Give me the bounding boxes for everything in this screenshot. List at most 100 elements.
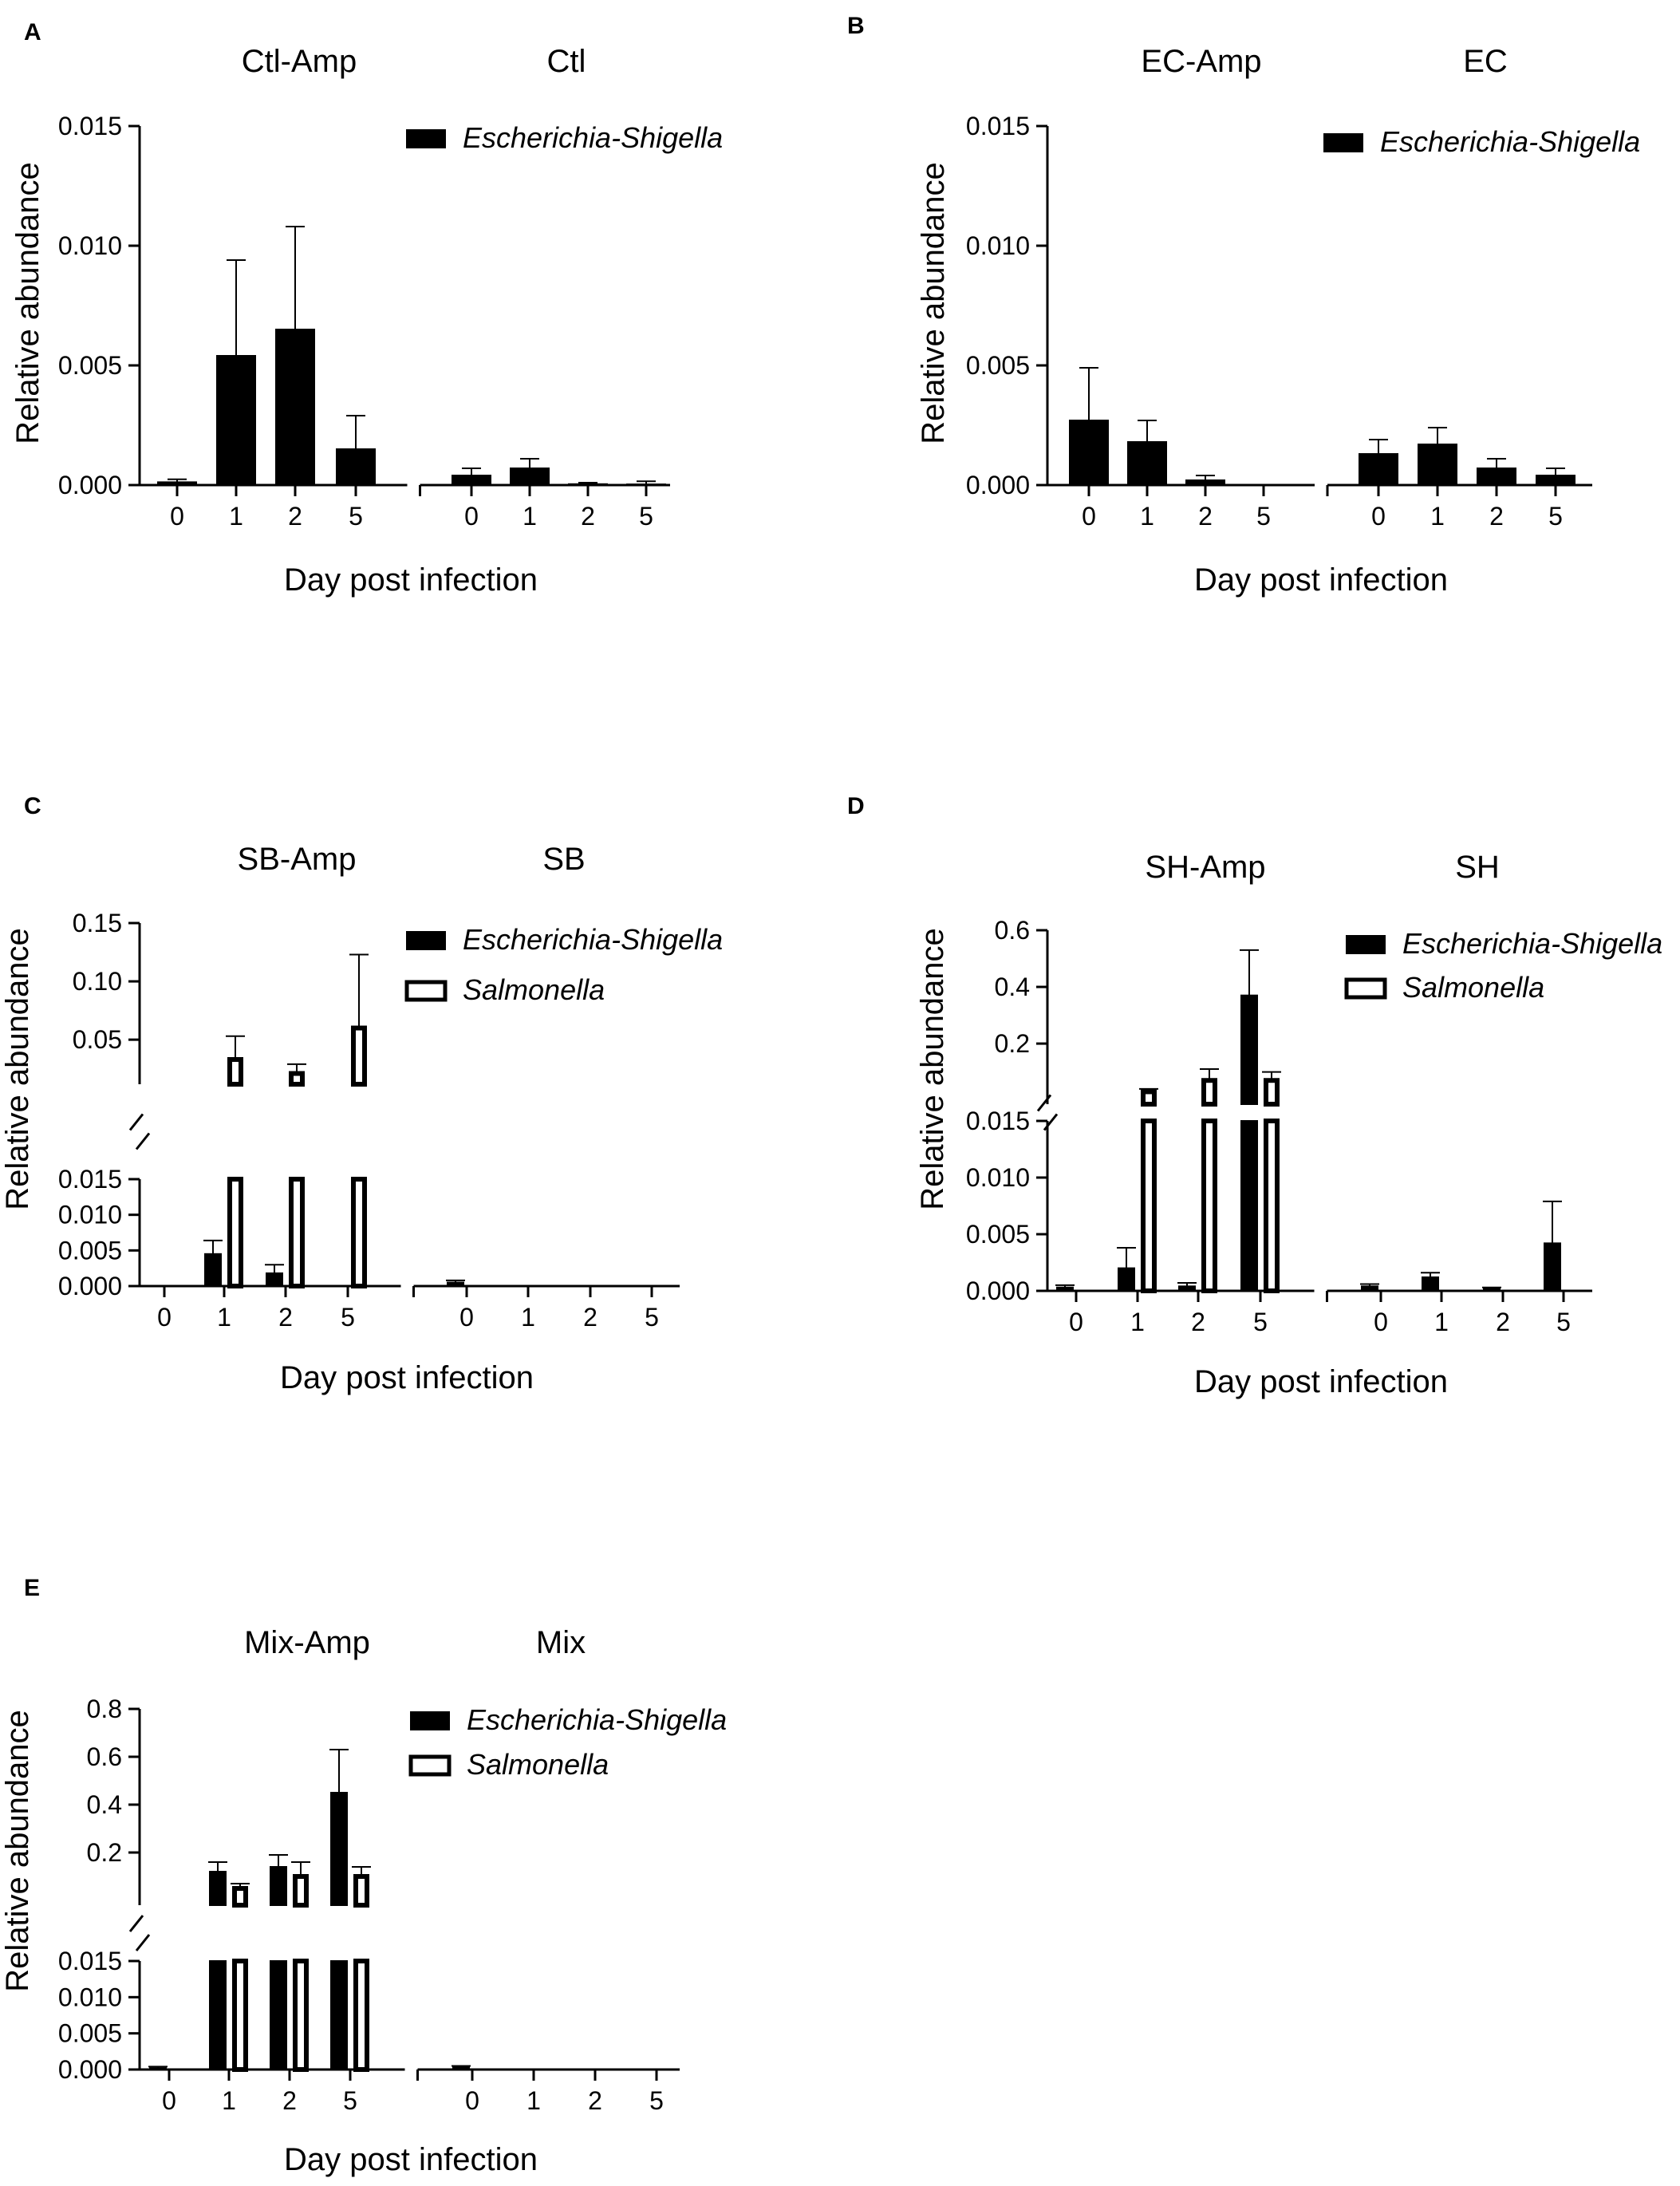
bar-salmonella-lower [351, 1177, 367, 1288]
bar-salmonella-upper [289, 1071, 305, 1087]
legend-label-escherichia-shigella: Escherichia-Shigella [463, 121, 723, 154]
axis-break-mark [135, 1132, 151, 1150]
group-label-mix-amp: Mix-Amp [244, 1625, 370, 1660]
y-axis-label: Relative abundance [10, 162, 45, 444]
y-tick-label: 0.010 [58, 231, 122, 260]
bar-escherichia-shigella [447, 1281, 464, 1287]
bar-salmonella-upper [227, 1057, 243, 1087]
y-tick-label: 0.000 [58, 2055, 122, 2084]
x-tick-label: 0 [1371, 502, 1386, 531]
x-tick-label: 2 [278, 1303, 293, 1332]
x-tick-label: 2 [288, 502, 302, 531]
chart-panel-a: A Ctl-Amp Ctl Relative abundance Day post in… [10, 19, 723, 598]
x-tick-label: 1 [1140, 502, 1154, 531]
bar-salmonella-lower [227, 1177, 243, 1288]
x-axis-label: Day post infection [284, 2142, 538, 2177]
bar-escherichia-shigella [568, 483, 608, 486]
bar-escherichia-shigella [266, 1272, 283, 1288]
y-tick-label: 0.005 [58, 351, 122, 380]
legend-label-escherichia-shigella: Escherichia-Shigella [463, 923, 723, 956]
x-tick-label: 1 [1130, 1308, 1145, 1336]
bar-escherichia-shigella [1477, 468, 1516, 486]
bar-escherichia-shigella [157, 481, 197, 487]
bar-salmonella-upper [351, 1025, 367, 1087]
group-label-sh-amp: SH-Amp [1145, 850, 1265, 885]
bar-escherichia-shigella [1418, 444, 1457, 486]
x-axis-label: Day post infection [1194, 562, 1448, 598]
y-tick-label: 0.000 [58, 1272, 122, 1300]
bar-escherichia-shigella [1536, 475, 1575, 486]
x-tick-label: 1 [1434, 1308, 1449, 1336]
x-axis-label: Day post infection [284, 562, 538, 598]
y-tick-label: 0.6 [995, 916, 1030, 945]
bar-escherichia-shigella [1185, 479, 1225, 486]
bar-escherichia-shigella-lower [330, 1960, 348, 2070]
y-tick-label: 0.000 [966, 471, 1030, 499]
legend-swatch-escherichia-shigella [1323, 133, 1363, 152]
x-tick-label: 5 [645, 1303, 659, 1332]
x-tick-label: 0 [170, 502, 184, 531]
legend-swatch-escherichia-shigella [406, 129, 446, 148]
group-label-sb-amp: SB-Amp [238, 842, 357, 877]
legend-label-escherichia-shigella: Escherichia-Shigella [1380, 125, 1640, 158]
y-tick-label: 0.05 [73, 1025, 122, 1054]
x-tick-label: 0 [464, 502, 479, 531]
bar-salmonella-lower [1141, 1119, 1157, 1293]
bar-escherichia-shigella [1483, 1288, 1501, 1292]
legend-label-salmonella: Salmonella [463, 973, 605, 1006]
y-tick-label: 0.2 [87, 1838, 122, 1867]
chart-panel-e: E Mix-Amp Mix Relative abundance Day post in… [0, 1575, 727, 2177]
bar-escherichia-shigella [1359, 453, 1398, 486]
y-tick-label: 0.010 [58, 1983, 122, 2011]
bar-salmonella-upper [232, 1886, 248, 1908]
bar-escherichia-shigella [510, 468, 550, 486]
x-tick-label: 5 [1548, 502, 1563, 531]
y-tick-label: 0.15 [73, 909, 122, 937]
bar-escherichia-shigella [275, 329, 315, 486]
legend-swatch-escherichia-shigella [410, 1711, 450, 1730]
x-tick-label: 1 [229, 502, 243, 531]
y-tick-label: 0.2 [995, 1029, 1030, 1058]
bar-escherichia-shigella [452, 2066, 470, 2071]
bar-escherichia-shigella [1069, 420, 1109, 486]
y-axis-label: Relative abundance [915, 928, 950, 1210]
axis-break-mark [1036, 1094, 1052, 1112]
axis-break-mark [135, 1934, 151, 1951]
x-tick-label: 2 [282, 2086, 297, 2115]
legend-label-salmonella: Salmonella [467, 1748, 609, 1781]
bar-escherichia-shigella [1178, 1285, 1196, 1292]
panel-letter: C [24, 793, 41, 819]
x-tick-label: 2 [1191, 1308, 1205, 1336]
y-tick-label: 0.010 [966, 231, 1030, 260]
bar-escherichia-shigella [149, 2067, 167, 2071]
axis-break-mark [128, 1915, 144, 1932]
y-tick-label: 0.005 [966, 351, 1030, 380]
bar-escherichia-shigella [1422, 1276, 1439, 1292]
group-label-mix: Mix [536, 1625, 586, 1660]
legend-swatch-salmonella [408, 1754, 452, 1777]
x-tick-label: 2 [1489, 502, 1504, 531]
x-tick-label: 1 [1430, 502, 1445, 531]
x-tick-label: 0 [162, 2086, 176, 2115]
y-tick-label: 0.4 [995, 973, 1030, 1001]
bar-salmonella-lower [353, 1959, 369, 2072]
bar-salmonella-lower [289, 1177, 305, 1288]
legend-swatch-salmonella [404, 980, 448, 1002]
y-tick-label: 0.015 [966, 1107, 1030, 1135]
y-tick-label: 0.6 [87, 1742, 122, 1771]
y-axis-label: Relative abundance [0, 928, 35, 1210]
panel-letter: B [847, 13, 865, 39]
bar-escherichia-shigella [1361, 1285, 1378, 1292]
bar-salmonella-lower [1264, 1119, 1280, 1293]
x-tick-label: 5 [649, 2086, 664, 2115]
bar-salmonella-upper [353, 1874, 369, 1908]
x-axis-label: Day post infection [1194, 1364, 1448, 1399]
bar-salmonella-upper [293, 1874, 309, 1908]
y-tick-label: 0.000 [966, 1276, 1030, 1305]
x-tick-label: 2 [588, 2086, 602, 2115]
x-tick-label: 0 [1069, 1308, 1083, 1336]
x-tick-label: 5 [1556, 1308, 1571, 1336]
group-label-ec-amp: EC-Amp [1141, 44, 1261, 79]
y-tick-label: 0.000 [58, 471, 122, 499]
y-tick-label: 0.005 [58, 1236, 122, 1265]
